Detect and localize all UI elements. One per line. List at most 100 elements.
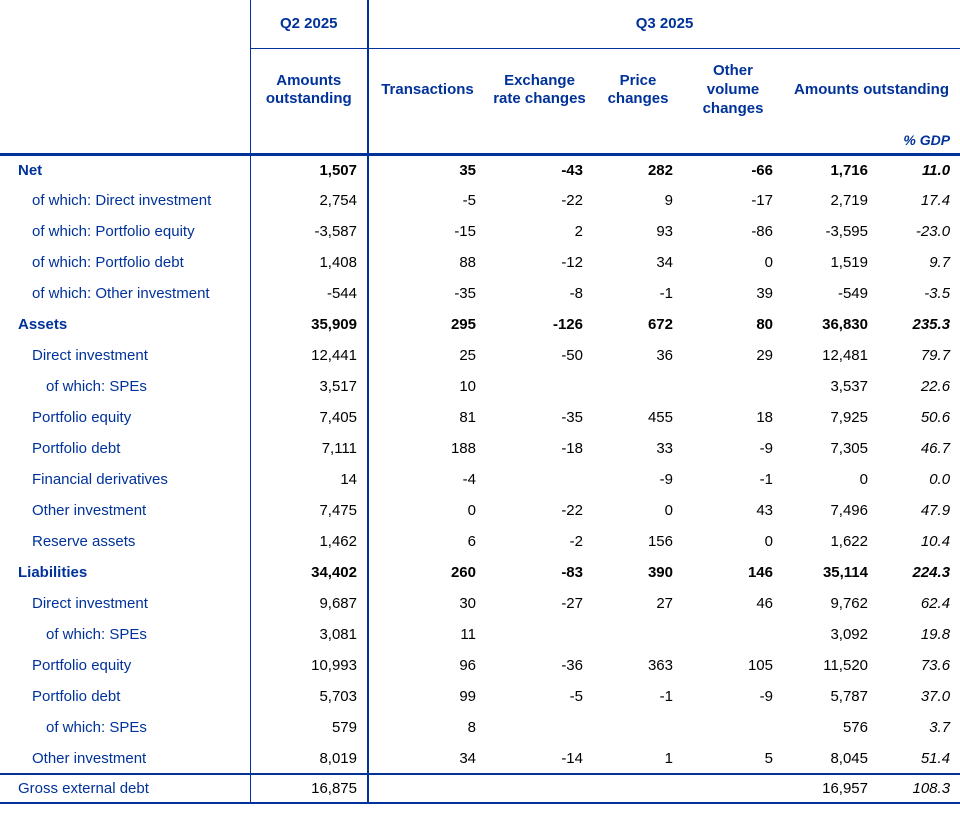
value-cell: 37.0 [920,688,951,705]
row-label: Net [18,161,43,179]
value-cell: 12,481 [822,347,868,364]
table-row: Direct investment 12,441 25 -50 36 29 12,481 79… [0,340,960,371]
value-cell: 2 [574,223,583,240]
value-cell: 8 [367,712,486,743]
value-cell: 1,622 [830,533,868,550]
value-cell: 17.4 [920,192,951,209]
value-cell: -9 [659,471,673,488]
row-label: Direct investment [32,595,148,612]
value-cell: -36 [561,657,583,674]
value-cell: -1 [759,471,773,488]
column-header-price-changes: Price changes [607,71,669,108]
value-cell: -5 [569,688,583,705]
value-cell: 35,909 [249,309,368,340]
value-cell: 260 [367,557,486,588]
value-cell: 7,305 [830,440,868,457]
value-cell: 7,925 [830,409,868,426]
value-cell: 5,703 [249,681,368,712]
value-cell: -23.0 [915,223,951,240]
value-cell: 19.8 [920,626,951,643]
value-cell: 46 [756,595,773,612]
row-label: Other investment [32,749,147,767]
value-cell [683,371,783,402]
row-label: of which: Portfolio equity [32,223,195,240]
table-row: Portfolio debt 7,111 188 -18 33 -9 7,305 46.7 [0,433,960,464]
value-cell: -549 [837,285,868,302]
value-cell: 11 [367,619,486,650]
row-label: of which: Other investment [32,285,210,302]
value-cell: -8 [569,285,583,302]
row-label: Gross external debt [0,773,250,804]
value-cell: 105 [747,657,773,674]
gdp-row-spacer [683,132,783,156]
value-cell: -22 [561,192,583,209]
value-cell: 9,687 [249,588,368,619]
table-row: Assets 35,909 295 -126 672 80 36,830 235.3 [0,309,960,340]
value-cell: 108.3 [878,773,960,804]
value-cell: -27 [561,595,583,612]
value-cell [486,464,593,495]
value-cell: 11,520 [823,657,868,674]
period-header-q2: Q2 2025 [249,0,368,49]
value-cell: 5,787 [830,688,868,705]
table-row: of which: SPEs 3,517 10 3,537 22.6 [0,371,960,402]
table-row: of which: Portfolio debt 1,408 88 -12 34 0 1,5… [0,247,960,278]
value-cell: 88 [367,247,486,278]
value-cell: -66 [751,161,773,179]
value-cell: 93 [656,223,673,240]
value-cell: 35 [367,154,486,185]
value-cell: 235.3 [912,316,951,333]
table-row: of which: Portfolio equity -3,587 -15 2 93 -8… [0,216,960,247]
value-cell: 7,475 [249,495,368,526]
value-cell: -86 [751,223,773,240]
value-cell: 5 [764,749,773,767]
row-label: Portfolio equity [32,657,132,674]
value-cell: 295 [367,309,486,340]
value-cell: 99 [367,681,486,712]
value-cell: 8,019 [249,743,368,774]
value-cell: -3,595 [825,223,868,240]
value-cell: 16,957 [783,773,878,804]
value-cell: 36,830 [822,316,868,333]
row-label: Portfolio debt [32,688,121,705]
value-cell: 3,081 [249,619,368,650]
gdp-row-spacer [367,132,486,156]
gdp-row-spacer [486,132,593,156]
column-header-amounts-outstanding-q3: Amounts outstanding [794,80,950,98]
value-cell: 35,114 [822,564,868,581]
gdp-header-row: % GDP [0,132,960,156]
value-cell: 1,519 [830,254,868,271]
value-cell: 80 [756,316,773,333]
value-cell: 9 [664,192,673,209]
table-row: Reserve assets 1,462 6 -2 156 0 1,622 10.4 [0,526,960,557]
value-cell: 10.4 [920,533,951,550]
column-header-amounts-outstanding-q2: Amounts outstanding [249,48,368,132]
value-cell: 579 [249,712,368,743]
value-cell: 1,507 [249,154,368,185]
value-cell: 11.0 [921,161,951,179]
row-label: of which: Portfolio debt [32,254,184,271]
value-cell: 96 [367,650,486,681]
value-cell [593,712,683,743]
value-cell: 25 [367,340,486,371]
value-cell: 47.9 [920,502,951,519]
table-row: Portfolio equity 7,405 81 -35 455 18 7,925 50.6 [0,402,960,433]
value-cell: 0 [764,533,773,550]
row-label: Direct investment [32,347,148,364]
value-cell: 2,754 [249,185,368,216]
value-cell [486,712,593,743]
value-cell: 7,405 [249,402,368,433]
value-cell: 9.7 [929,254,951,271]
value-cell: 455 [647,409,673,426]
period-header-q3: Q3 2025 [366,0,960,49]
value-cell: 62.4 [920,595,951,612]
value-cell: 3,537 [830,378,868,395]
value-cell: -17 [751,192,773,209]
value-cell: 224.3 [912,564,951,581]
value-cell: 9,762 [830,595,868,612]
corner-spacer [0,0,250,48]
value-cell: 43 [756,502,773,519]
value-cell [486,773,593,804]
value-cell: -5 [367,185,486,216]
table-row: of which: Direct investment 2,754 -5 -22 9 -1… [0,185,960,216]
